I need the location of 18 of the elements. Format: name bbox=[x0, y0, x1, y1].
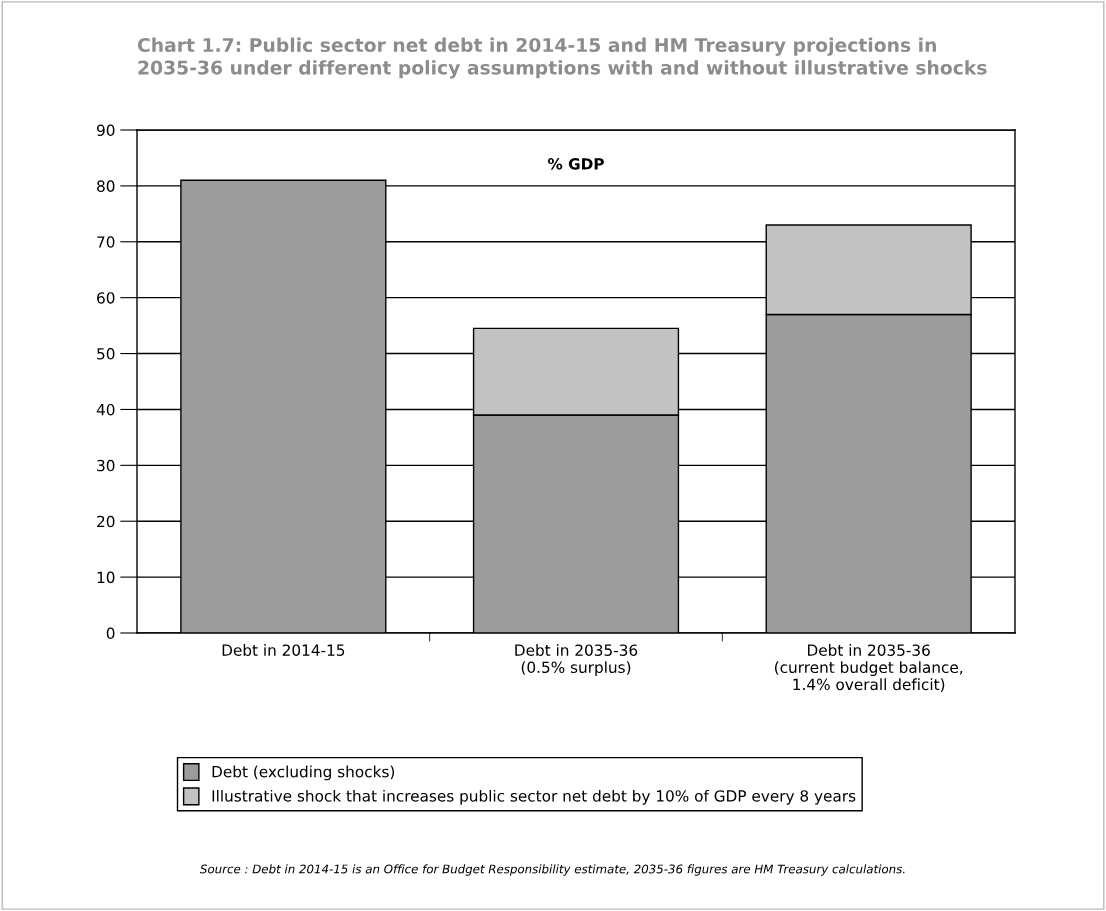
y-tick-label: 0 bbox=[106, 627, 115, 640]
chart-title: Chart 1.7: Public sector net debt in 2014-15 and HM Treasury projections in 2035-36 under different policy assumptions with and without illustrative shocks bbox=[137, 37, 987, 79]
x-tick-label: Debt in 2014-15 bbox=[222, 644, 345, 656]
y-tick-label: 50 bbox=[97, 348, 115, 360]
x-tick-label: Debt in 2035-36 (current budget balance, 1.4% overall deficit) bbox=[775, 644, 963, 692]
y-tick-label: 70 bbox=[97, 236, 115, 248]
legend-label: Debt (excluding shocks) bbox=[212, 765, 395, 781]
y-tick-label: 90 bbox=[96, 124, 115, 137]
x-tick-label: Debt in 2035-36 (0.5% surplus) bbox=[515, 644, 638, 676]
y-tick-label: 20 bbox=[97, 515, 115, 528]
annotation: % GDP bbox=[547, 158, 604, 170]
y-tick-label: 30 bbox=[97, 459, 115, 472]
y-tick-label: 40 bbox=[96, 403, 115, 416]
y-tick-label: 10 bbox=[97, 571, 115, 584]
source-note: Source : Debt in 2014-15 is an Office for Budget Responsibility estimate, 2035-36 figures are HM Treasury calculations. bbox=[200, 864, 905, 876]
y-tick-label: 80 bbox=[97, 180, 115, 192]
legend-label: Illustrative shock that increases public sector net debt by 10% of GDP every 8 years bbox=[212, 789, 856, 805]
y-tick-label: 60 bbox=[97, 292, 115, 304]
